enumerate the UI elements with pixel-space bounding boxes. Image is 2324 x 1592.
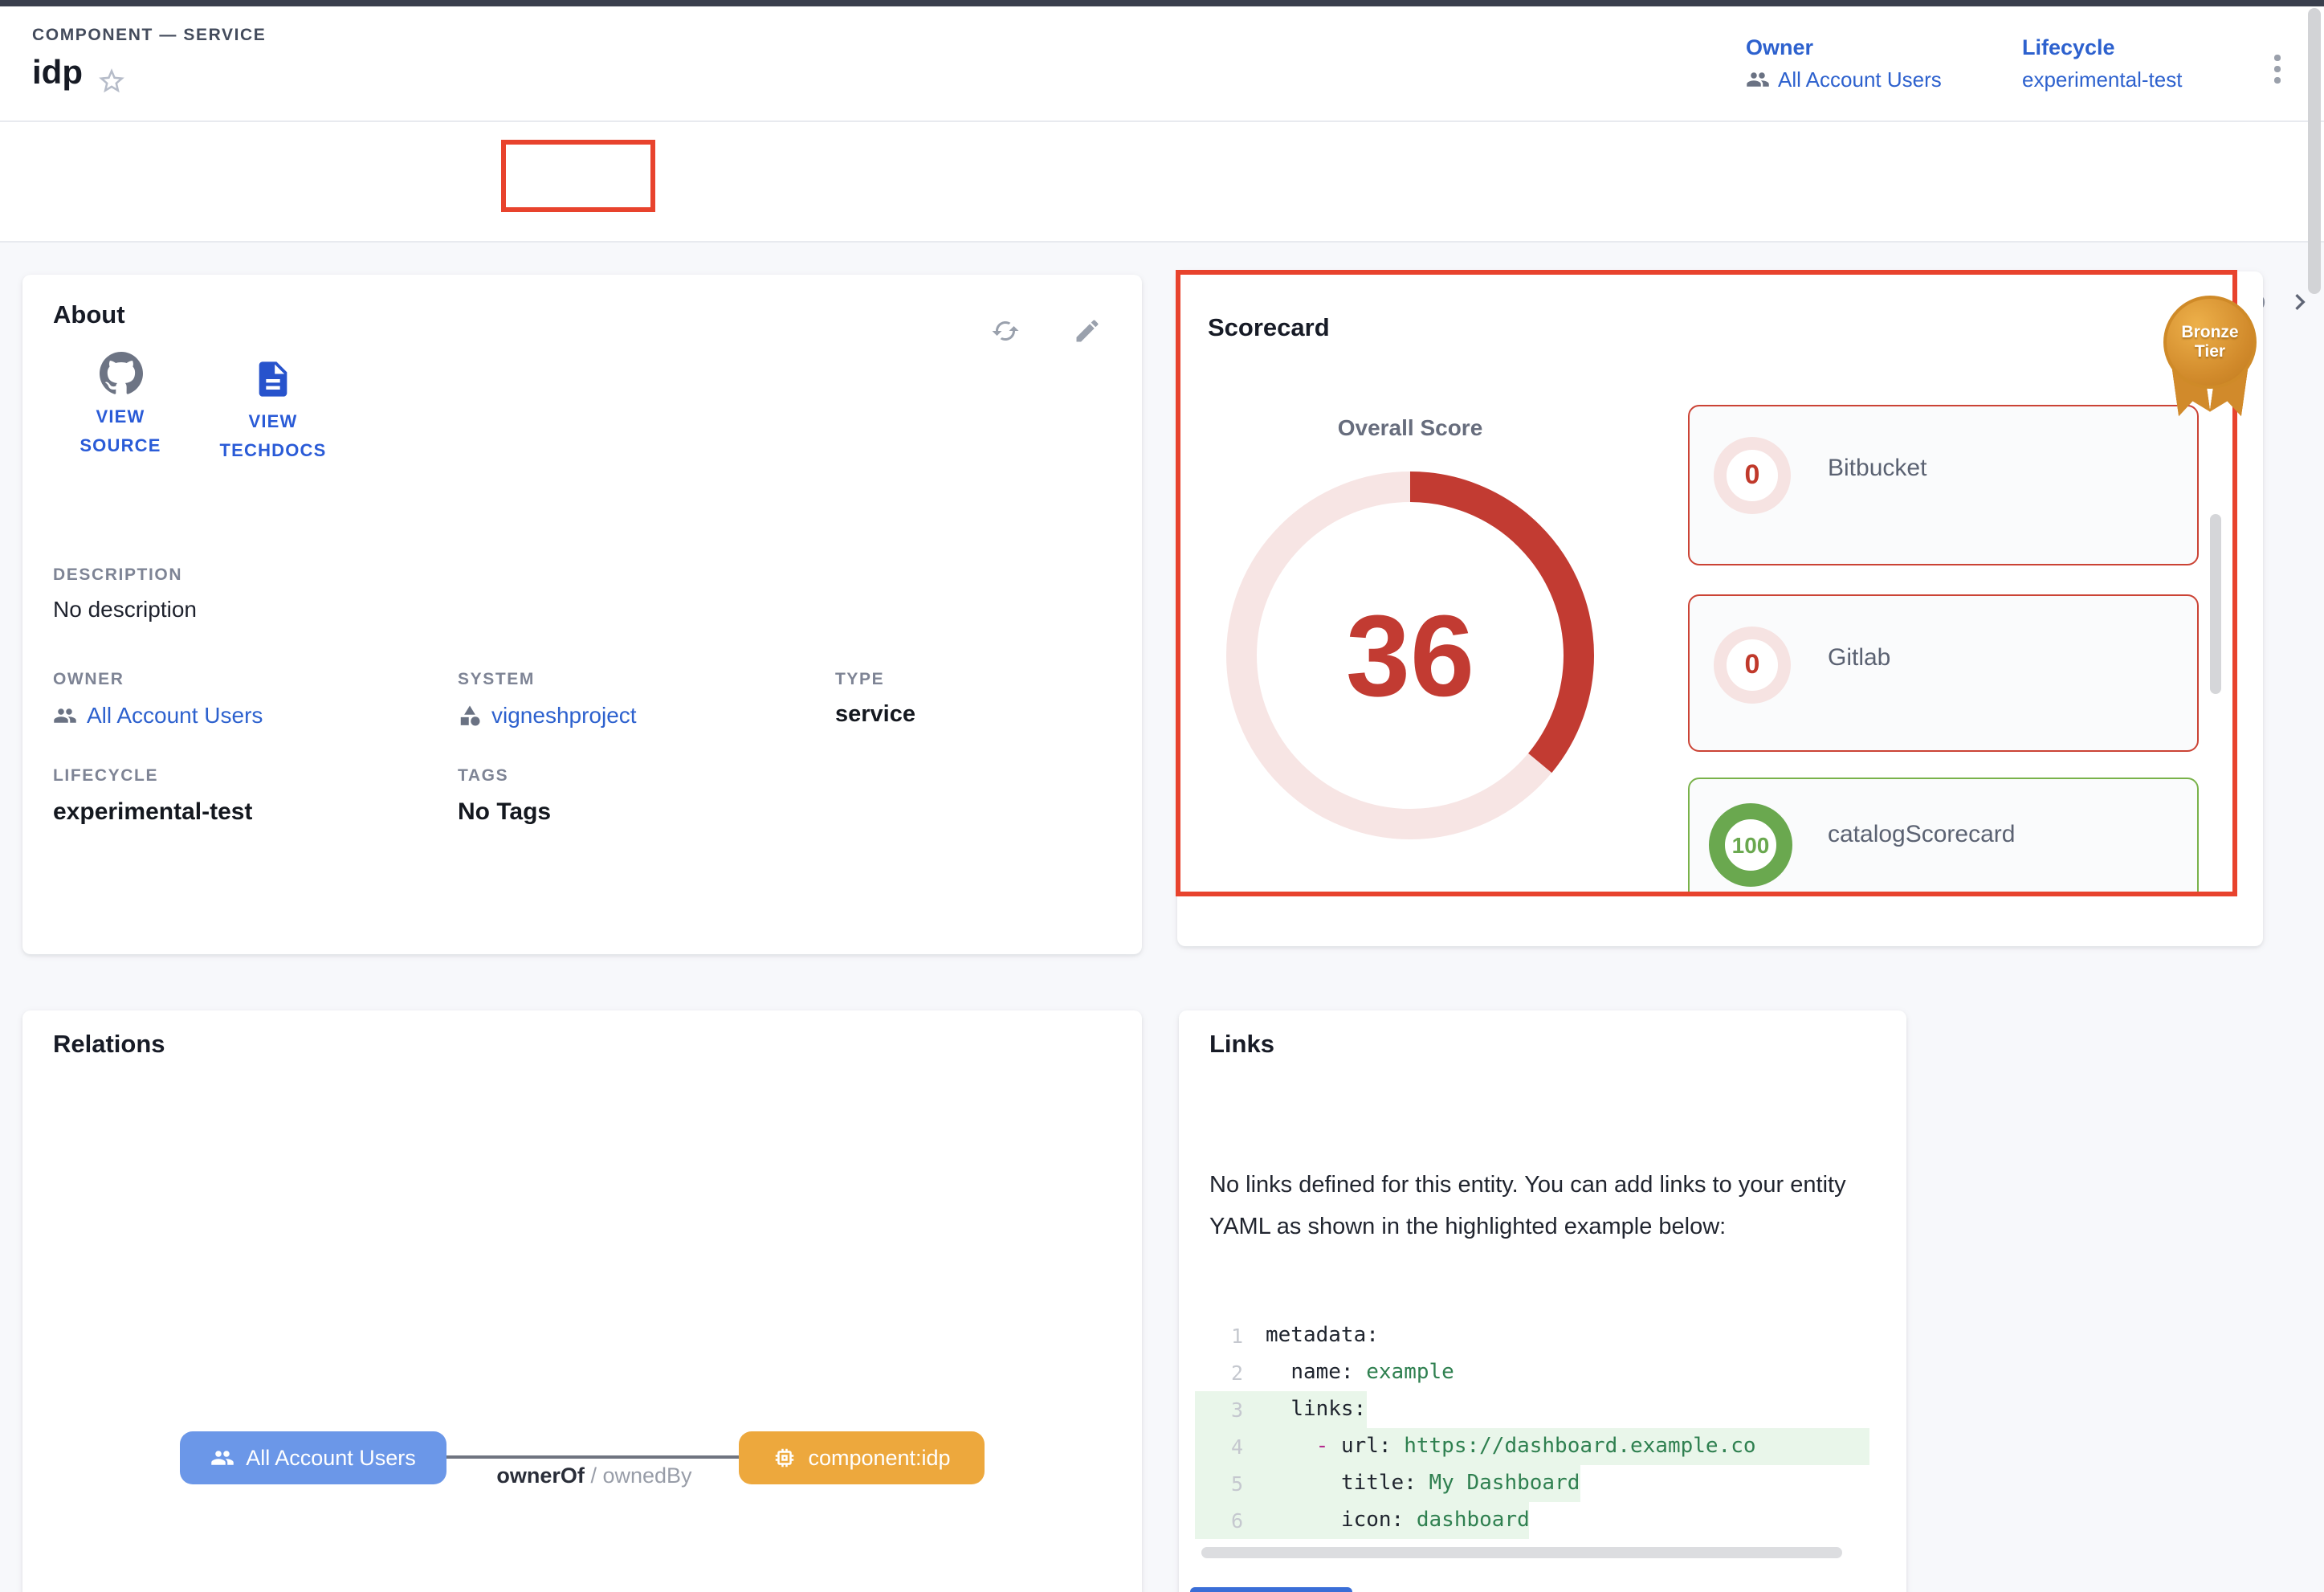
relation-edge-label: ownerOf / ownedBy [453, 1463, 736, 1488]
view-source-label-1: VIEW [96, 408, 145, 427]
category-icon [458, 703, 482, 727]
links-empty-message: No links defined for this entity. You ca… [1209, 1173, 1846, 1239]
check-score-ring: 0 [1714, 627, 1791, 704]
code-line-highlighted: 3 links: [1195, 1391, 1869, 1428]
memory-chip-icon [773, 1446, 797, 1470]
edit-pencil-icon[interactable] [1073, 316, 1102, 345]
check-name: catalogScorecard [1828, 821, 2016, 848]
code-line-highlighted: 5 title: My Dashboard [1195, 1465, 1869, 1502]
view-techdocs-label-1: VIEW [248, 413, 298, 432]
check-card-bitbucket[interactable]: 0 Bitbucket [1688, 405, 2199, 565]
relations-title: Relations [53, 1031, 165, 1059]
group-icon [1746, 67, 1770, 92]
read-more-button-clipped[interactable] [1190, 1587, 1352, 1592]
links-title: Links [1209, 1031, 1274, 1059]
check-name: Bitbucket [1828, 455, 1927, 482]
code-line-highlighted: 6 icon: dashboard [1195, 1502, 1869, 1539]
description-value: No description [53, 596, 197, 622]
page-header: COMPONENT — SERVICE idp Owner All Accoun… [0, 6, 2324, 122]
edge-label-ownedby: / ownedBy [590, 1463, 692, 1488]
relation-node-owner[interactable]: All Account Users [180, 1431, 446, 1484]
code-line: 1 metadata: [1230, 1324, 1379, 1348]
relation-node-component-label: component:idp [808, 1446, 951, 1470]
yaml-code-block: 1 metadata: 2 name: example 3 links: 4 - … [1195, 1317, 1869, 1542]
system-field-link[interactable]: vigneshproject [458, 702, 637, 728]
code-line: 2 name: example [1230, 1361, 1454, 1385]
lifecycle-label: Lifecycle [2022, 35, 2115, 59]
owner-value: All Account Users [1778, 67, 1942, 92]
owner-link[interactable]: All Account Users [1746, 67, 2011, 92]
tier-ribbon-badge: Bronze Tier [2162, 296, 2258, 418]
view-source-label-2: SOURCE [80, 437, 161, 456]
relations-card: Relations [22, 1010, 1142, 1592]
about-card: About VIEW SOURCE VIEW TECHDOCS D [22, 275, 1142, 954]
view-source-link[interactable]: VIEW SOURCE [51, 352, 190, 461]
tab-bar: Overview CI/CD Scorecard API Dependencie… [0, 122, 2324, 365]
overall-score-value: 36 [1345, 593, 1475, 721]
type-field-label: TYPE [835, 670, 885, 689]
overall-score-label: Overall Score [1337, 414, 1483, 440]
system-field-value: vigneshproject [491, 702, 637, 728]
owner-field-label: OWNER [53, 670, 124, 689]
owner-label: Owner [1746, 35, 1814, 59]
overall-score-gauge [1217, 463, 1603, 848]
about-title: About [53, 302, 125, 329]
system-field-label: SYSTEM [458, 670, 535, 689]
lifecycle-field-label: LIFECYCLE [53, 766, 159, 786]
tags-field-label: TAGS [458, 766, 509, 786]
chevron-right-icon[interactable] [2284, 286, 2316, 318]
github-icon [99, 352, 142, 395]
check-card-gitlab[interactable]: 0 Gitlab [1688, 594, 2199, 752]
lifecycle-field-value: experimental-test [53, 798, 253, 826]
more-options-icon[interactable] [2265, 48, 2290, 90]
page-scrollbar-thumb[interactable] [2308, 8, 2321, 294]
owner-field-value: All Account Users [87, 702, 263, 728]
check-name: Gitlab [1828, 644, 1891, 671]
refresh-icon[interactable] [991, 316, 1020, 345]
checks-scrollbar-thumb[interactable] [2210, 514, 2221, 694]
scorecard-checks-list: 0 Bitbucket 0 Gitlab 100 catalogScorecar… [1688, 386, 2202, 893]
tags-field-value: No Tags [458, 798, 552, 826]
document-icon [252, 358, 294, 400]
check-card-catalogscorecard[interactable]: 100 catalogScorecard [1688, 778, 2199, 893]
edge-label-ownerof: ownerOf [496, 1463, 585, 1488]
group-icon [210, 1446, 234, 1470]
tier-badge-label: Bronze Tier [2181, 323, 2239, 361]
relation-edge-line [446, 1455, 739, 1458]
code-horizontal-scrollbar[interactable] [1201, 1547, 1842, 1558]
description-label: DESCRIPTION [53, 565, 183, 585]
breadcrumb: COMPONENT — SERVICE [32, 26, 267, 45]
group-icon [53, 703, 77, 727]
type-field-value: service [835, 702, 915, 728]
header-lifecycle: Lifecycle experimental-test [2022, 35, 2287, 92]
scorecard-title: Scorecard [1208, 315, 1330, 342]
code-line-highlighted: 4 - url: https://dashboard.example.co [1195, 1428, 1869, 1465]
relation-node-component[interactable]: component:idp [739, 1431, 985, 1484]
top-accent-bar [0, 0, 2324, 6]
owner-field-link[interactable]: All Account Users [53, 702, 263, 728]
check-score-ring: 100 [1709, 803, 1792, 887]
header-owner: Owner All Account Users [1746, 35, 2011, 92]
view-techdocs-link[interactable]: VIEW TECHDOCS [193, 358, 353, 466]
view-techdocs-label-2: TECHDOCS [219, 442, 327, 461]
favorite-star-icon[interactable] [96, 66, 127, 96]
relation-node-owner-label: All Account Users [246, 1446, 416, 1470]
page-title: idp [32, 55, 83, 92]
lifecycle-value: experimental-test [2022, 67, 2183, 92]
check-score-ring: 0 [1714, 437, 1791, 514]
